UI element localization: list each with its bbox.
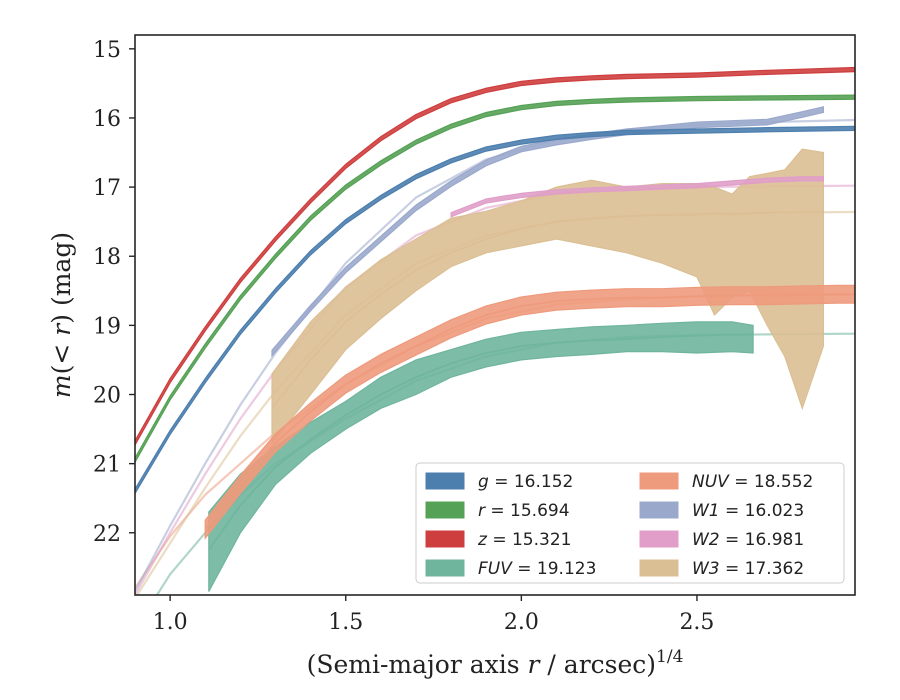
x-axis-ticks: 1.0 1.5 2.0 2.5 <box>153 595 714 635</box>
legend-frame <box>415 462 845 584</box>
y-axis-label: m(< r) (mag) <box>47 232 76 398</box>
curve-fuv <box>208 333 754 551</box>
legend-swatch-nuv <box>639 472 679 490</box>
legend-swatch-fuv <box>425 559 465 577</box>
band-g <box>135 125 855 495</box>
y-tick-label: 20 <box>93 384 121 409</box>
legend-label-nuv: NUV = 18.552 <box>692 472 813 492</box>
y-tick-label: 21 <box>93 453 121 478</box>
x-tick-label: 1.5 <box>328 610 363 635</box>
x-tick-label: 2.0 <box>504 610 539 635</box>
x-axis-label-sup: 1/4 <box>656 647 683 667</box>
band-fuv <box>208 321 754 592</box>
y-axis-ticks: 15 16 17 18 19 20 21 22 <box>93 38 135 547</box>
band-nuv <box>204 284 855 541</box>
band-r <box>135 94 855 464</box>
legend-label-w2: W2 = 16.981 <box>692 530 804 550</box>
band-z <box>135 66 855 447</box>
y-axis-label-r: r <box>47 322 76 336</box>
y-tick-label: 16 <box>93 107 121 132</box>
x-tick-label: 2.5 <box>679 610 714 635</box>
y-axis-label-close: ) (mag) <box>47 232 76 324</box>
legend-swatch-r <box>425 501 465 519</box>
x-axis-label-rest: / arcsec) <box>539 650 656 679</box>
legend-swatch-g <box>425 472 465 490</box>
y-axis-label-lt: < <box>47 336 76 365</box>
x-axis-label-var: r <box>528 650 542 679</box>
y-axis-label-open: ( <box>47 365 76 375</box>
legend-label-w3: W3 = 17.362 <box>692 559 804 579</box>
plot-frame <box>134 34 856 596</box>
y-tick-label: 15 <box>93 38 121 63</box>
legend-label-fuv: FUV = 19.123 <box>478 559 596 579</box>
x-axis-label: (Semi-major axis r / arcsec)1/4 <box>307 647 684 679</box>
curve-nuv <box>204 293 855 530</box>
y-tick-label: 22 <box>93 522 121 547</box>
y-tick-label: 18 <box>93 245 121 270</box>
band-w3 <box>271 148 824 445</box>
legend-label-w1: W1 = 16.023 <box>692 501 804 521</box>
legend-label-r: r = 15.694 <box>478 501 570 521</box>
y-tick-label: 17 <box>93 176 121 201</box>
legend-swatch-w2 <box>639 530 679 548</box>
y-axis-label-m: m <box>47 374 76 398</box>
legend-label-z: z = 15.321 <box>477 530 571 550</box>
x-tick-label: 1.0 <box>153 610 188 635</box>
legend-swatch-z <box>425 530 465 548</box>
legend-swatch-w1 <box>639 501 679 519</box>
legend: g = 16.152 r = 15.694 z = 15.321 FUV = 19.1… <box>415 462 845 584</box>
legend-label-g: g = 16.152 <box>478 472 573 492</box>
data-bands-layer <box>135 66 855 592</box>
y-tick-label: 19 <box>93 314 121 339</box>
band-w2 <box>450 176 824 218</box>
legend-swatch-w3 <box>639 559 679 577</box>
x-axis-label-main: (Semi-major axis <box>307 650 528 679</box>
band-w1 <box>271 106 824 358</box>
curve-w3 <box>271 211 824 409</box>
